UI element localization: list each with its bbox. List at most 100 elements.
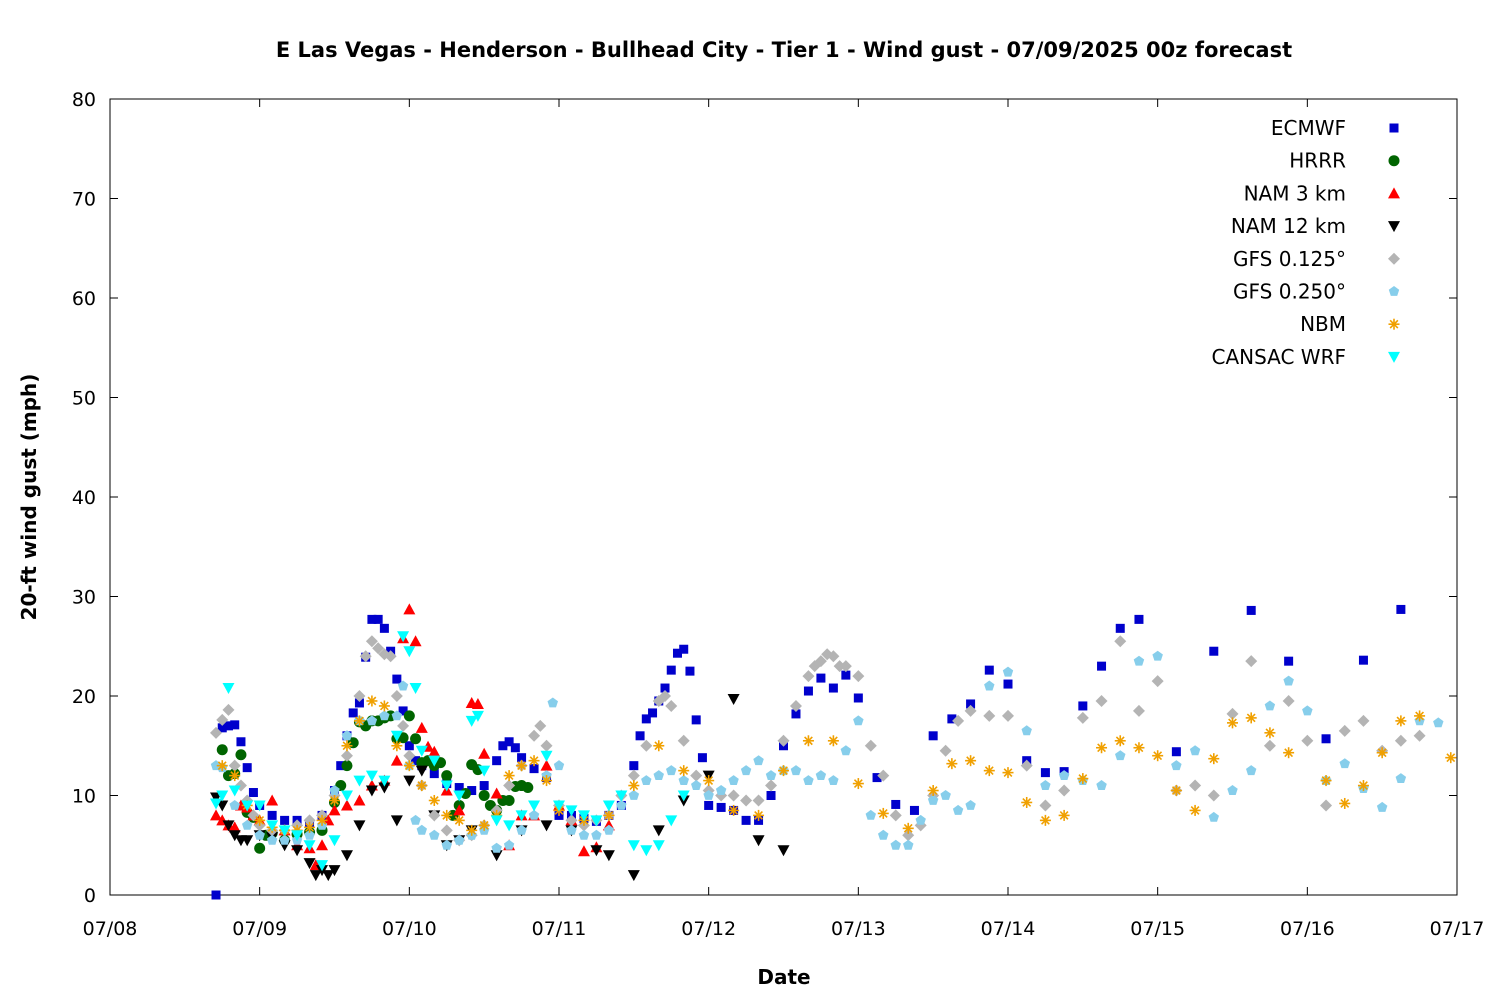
data-point xyxy=(540,750,553,762)
data-point xyxy=(1151,675,1164,688)
data-point xyxy=(340,790,353,802)
data-point xyxy=(1152,650,1163,661)
data-point xyxy=(640,739,653,752)
data-point xyxy=(1040,768,1050,778)
data-point xyxy=(503,770,515,782)
data-point xyxy=(397,719,410,732)
data-point xyxy=(340,799,353,811)
data-point xyxy=(815,770,827,780)
axis-ticks: 0 10 20 30 40 50 60 70 80 07/08 07/09 07/10 07/11 07/… xyxy=(72,89,1485,940)
data-point xyxy=(677,790,690,802)
data-point xyxy=(1133,655,1145,666)
data-point xyxy=(365,785,378,797)
legend-label: HRRR xyxy=(1289,149,1346,173)
data-point xyxy=(428,794,440,806)
data-point xyxy=(366,715,378,726)
data-point xyxy=(566,824,577,835)
data-point xyxy=(397,631,410,643)
data-point xyxy=(752,835,765,847)
data-point xyxy=(410,814,421,825)
data-point xyxy=(553,800,565,812)
data-point xyxy=(1133,742,1145,754)
data-point xyxy=(1283,675,1294,686)
data-point xyxy=(677,734,690,747)
data-point xyxy=(691,715,701,725)
data-point xyxy=(703,790,714,800)
data-point xyxy=(404,741,414,751)
data-point xyxy=(1263,739,1276,752)
data-point xyxy=(578,829,590,840)
data-point xyxy=(341,730,353,741)
data-point xyxy=(697,753,707,763)
data-point xyxy=(946,758,958,770)
data-point xyxy=(940,790,951,800)
data-point xyxy=(1320,799,1333,812)
data-point xyxy=(230,720,240,730)
data-point xyxy=(791,709,801,719)
data-point xyxy=(528,800,541,812)
legend-label: CANSAC WRF xyxy=(1211,345,1346,369)
data-point xyxy=(328,804,341,816)
data-point xyxy=(553,760,565,771)
data-point xyxy=(454,834,465,845)
y-tick-label: 80 xyxy=(72,89,96,111)
data-point xyxy=(1134,614,1144,624)
data-point xyxy=(528,755,540,767)
data-point xyxy=(216,760,228,772)
data-point xyxy=(827,735,839,747)
data-point xyxy=(241,835,254,847)
data-point xyxy=(1433,717,1444,728)
data-point xyxy=(603,809,615,821)
data-point xyxy=(766,791,776,800)
data-point xyxy=(353,715,365,727)
data-point xyxy=(1264,727,1276,739)
data-point xyxy=(778,765,789,777)
data-point xyxy=(235,749,247,761)
data-point xyxy=(577,810,590,822)
data-point xyxy=(454,783,464,793)
data-point xyxy=(853,693,863,703)
data-point xyxy=(516,824,527,835)
data-point xyxy=(652,840,665,852)
data-point xyxy=(765,779,778,792)
data-point xyxy=(878,829,889,840)
data-point xyxy=(1208,811,1219,822)
data-point xyxy=(403,749,416,762)
data-point xyxy=(441,770,453,782)
data-point xyxy=(503,839,515,850)
data-point xyxy=(341,760,353,772)
data-point xyxy=(242,763,252,773)
data-point xyxy=(965,800,976,810)
data-point xyxy=(416,824,427,835)
data-point xyxy=(415,721,428,733)
data-point xyxy=(678,765,690,777)
data-point xyxy=(517,753,527,763)
data-point xyxy=(691,780,702,790)
data-point xyxy=(478,790,490,801)
data-point xyxy=(1003,679,1013,689)
data-point xyxy=(728,775,739,785)
data-point xyxy=(741,815,751,825)
x-tick-label: 07/10 xyxy=(382,918,437,940)
data-point xyxy=(648,708,658,718)
data-point xyxy=(903,839,914,850)
data-point xyxy=(304,821,316,833)
legend-marker xyxy=(1388,187,1400,199)
data-point xyxy=(928,731,938,741)
data-point xyxy=(378,782,391,794)
data-point xyxy=(503,820,516,832)
data-point xyxy=(398,706,408,716)
data-point xyxy=(340,850,353,862)
data-point xyxy=(222,820,235,832)
data-point xyxy=(390,815,403,827)
data-point xyxy=(635,731,645,741)
data-point xyxy=(984,665,994,675)
data-point xyxy=(428,809,441,822)
data-point xyxy=(565,805,578,817)
data-point xyxy=(1302,705,1313,716)
data-point xyxy=(802,670,815,683)
data-point xyxy=(939,744,952,757)
y-axis-label: 20-ft wind gust (mph) xyxy=(17,374,41,621)
legend-label: GFS 0.250° xyxy=(1233,280,1346,304)
data-point xyxy=(540,739,553,752)
